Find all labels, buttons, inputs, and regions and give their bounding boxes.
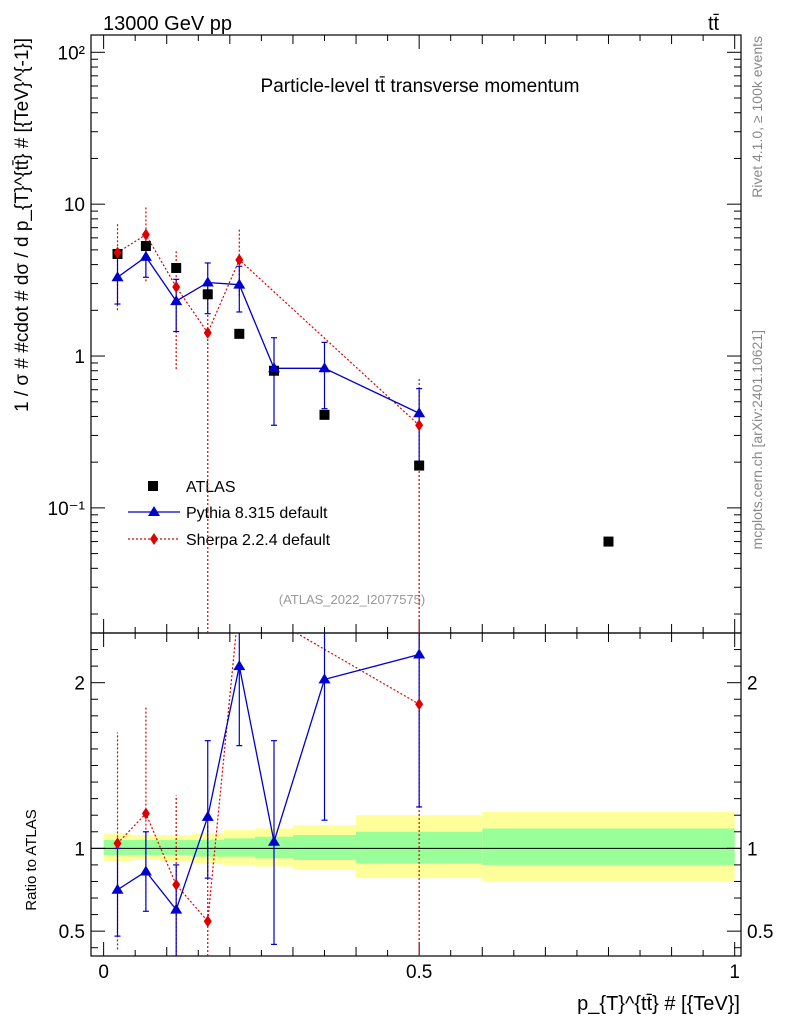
atlas-data-point bbox=[414, 460, 425, 471]
sherpa-ratio-point bbox=[415, 698, 424, 711]
chart-title: Particle-level tt̄ transverse momentum bbox=[261, 76, 580, 97]
sherpa-point bbox=[141, 228, 150, 241]
pythia-ratio-point bbox=[111, 883, 124, 894]
legend-sherpa-marker bbox=[150, 533, 158, 545]
sherpa-point bbox=[172, 280, 181, 293]
rivet-label: Rivet 4.1.0, ≥ 100k events bbox=[749, 36, 765, 198]
sherpa-ratio-point bbox=[203, 915, 212, 928]
main-y-axis-label: 1 / σ # #cdot # dσ / d p_{T}^{tt̄} # [{T… bbox=[12, 38, 33, 412]
main-series bbox=[111, 207, 614, 633]
pythia-ratio-point bbox=[233, 660, 246, 671]
legend: ATLAS Pythia 8.315 default Sherpa 2.2.4 … bbox=[128, 479, 331, 549]
ratio-plot-frame bbox=[90, 632, 742, 957]
sherpa-point bbox=[203, 326, 212, 339]
pythia-ratio-point bbox=[201, 810, 214, 821]
x-tick-label: 0.5 bbox=[406, 962, 432, 983]
x-axis-label: p_{T}^{tt̄} # [{TeV}] bbox=[577, 993, 740, 1015]
sherpa-point bbox=[235, 253, 244, 266]
pythia-point bbox=[318, 362, 331, 373]
pythia-point bbox=[139, 250, 152, 261]
main-y-tick-label: 1 bbox=[74, 347, 85, 368]
pythia-ratio-point bbox=[413, 648, 426, 659]
energy-label: 13000 GeV pp bbox=[103, 13, 232, 35]
pythia-ratio-point bbox=[170, 903, 183, 914]
x-tick-label: 0 bbox=[98, 962, 109, 983]
ratio-band-inner-8 bbox=[482, 828, 735, 865]
pythia-ratio-point bbox=[268, 835, 281, 846]
main-y-tick-label: 10⁻¹ bbox=[48, 499, 86, 520]
pythia-point bbox=[170, 295, 183, 306]
ratio-series bbox=[111, 594, 426, 956]
ratio-y-tick-label: 1 bbox=[74, 839, 85, 860]
atlas-data-point bbox=[171, 262, 182, 273]
pythia-point bbox=[413, 407, 426, 418]
ratio-y-axis-label: Ratio to ATLAS bbox=[23, 809, 40, 910]
pythia-line bbox=[117, 255, 420, 414]
x-tick-label: 1 bbox=[729, 962, 740, 983]
sherpa-ratio-point bbox=[141, 807, 150, 820]
atlas-data-point bbox=[603, 536, 614, 547]
source-label: mcplots.cern.ch [arXiv:2401.10621] bbox=[749, 330, 765, 549]
legend-pythia-marker bbox=[148, 506, 160, 516]
pythia-point bbox=[233, 278, 246, 289]
pythia-point bbox=[268, 362, 281, 373]
atlas-data-point bbox=[319, 409, 330, 420]
legend-atlas-label: ATLAS bbox=[186, 479, 236, 496]
atlas-data-point bbox=[202, 289, 213, 300]
pythia-point bbox=[201, 276, 214, 287]
ratio-y-tick-label: 0.5 bbox=[59, 922, 85, 943]
sherpa-point bbox=[113, 246, 122, 259]
pythia-ratio-point bbox=[139, 865, 152, 876]
ratio-y-tick-label: 2 bbox=[74, 674, 85, 695]
sherpa-ratio-point bbox=[113, 837, 122, 850]
chart-marks: 10² 10 1 10⁻¹ 2 2 1 1 0.5 0.5 0 0.5 1 bbox=[48, 34, 773, 983]
sherpa-ratio-point bbox=[172, 878, 181, 891]
ratio-band-inner-6 bbox=[292, 835, 357, 860]
main-y-tick-label: 10 bbox=[64, 195, 85, 216]
legend-atlas-marker bbox=[148, 481, 158, 491]
sherpa-point bbox=[415, 419, 424, 432]
main-y-tick-label: 10² bbox=[58, 43, 85, 64]
pythia-ratio-point bbox=[318, 673, 331, 684]
sherpa-ratio-point bbox=[235, 594, 243, 606]
atlas-data-point bbox=[140, 241, 151, 252]
atlas-data-point bbox=[234, 328, 245, 339]
analysis-watermark: (ATLAS_2022_I2077575) bbox=[279, 592, 425, 607]
ratio-band-inner-4 bbox=[223, 838, 256, 857]
pythia-ratio-line bbox=[117, 653, 420, 911]
ratio-y-tick-label-right: 0.5 bbox=[747, 922, 773, 943]
sherpa-line bbox=[117, 233, 420, 426]
pythia-point bbox=[111, 271, 124, 282]
legend-sherpa-label: Sherpa 2.2.4 default bbox=[186, 532, 331, 549]
ratio-y-tick-label-right: 2 bbox=[747, 674, 758, 695]
legend-pythia-label: Pythia 8.315 default bbox=[186, 505, 328, 522]
ratio-y-tick-label-right: 1 bbox=[747, 839, 758, 860]
process-label: tt̄ bbox=[708, 13, 720, 35]
